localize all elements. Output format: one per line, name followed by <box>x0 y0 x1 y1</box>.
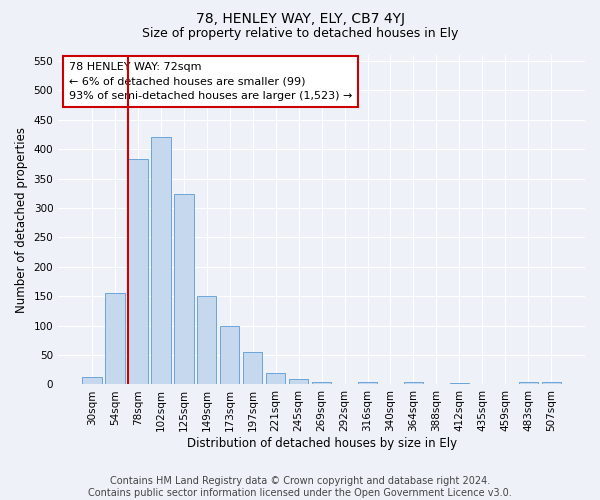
Bar <box>151 138 170 384</box>
Bar <box>289 378 308 384</box>
Bar <box>312 382 331 384</box>
Bar <box>542 382 561 384</box>
Bar <box>518 382 538 384</box>
Text: Contains HM Land Registry data © Crown copyright and database right 2024.
Contai: Contains HM Land Registry data © Crown c… <box>88 476 512 498</box>
Text: Size of property relative to detached houses in Ely: Size of property relative to detached ho… <box>142 28 458 40</box>
Bar <box>404 382 423 384</box>
Bar <box>243 352 262 384</box>
Bar <box>128 159 148 384</box>
Bar <box>449 382 469 384</box>
Bar <box>197 296 217 384</box>
Bar <box>220 326 239 384</box>
Bar <box>266 374 286 384</box>
Bar <box>105 294 125 384</box>
Text: 78 HENLEY WAY: 72sqm
← 6% of detached houses are smaller (99)
93% of semi-detach: 78 HENLEY WAY: 72sqm ← 6% of detached ho… <box>69 62 352 101</box>
Bar <box>174 194 194 384</box>
Bar <box>82 377 101 384</box>
X-axis label: Distribution of detached houses by size in Ely: Distribution of detached houses by size … <box>187 437 457 450</box>
Y-axis label: Number of detached properties: Number of detached properties <box>15 126 28 312</box>
Text: 78, HENLEY WAY, ELY, CB7 4YJ: 78, HENLEY WAY, ELY, CB7 4YJ <box>196 12 404 26</box>
Bar <box>358 382 377 384</box>
